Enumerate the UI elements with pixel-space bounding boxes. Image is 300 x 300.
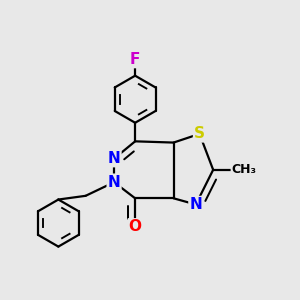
Text: N: N xyxy=(108,151,121,166)
Text: S: S xyxy=(194,126,205,141)
Text: N: N xyxy=(108,175,121,190)
Text: CH₃: CH₃ xyxy=(232,163,256,176)
Text: O: O xyxy=(129,219,142,234)
Text: N: N xyxy=(189,197,202,212)
Text: F: F xyxy=(130,52,140,67)
